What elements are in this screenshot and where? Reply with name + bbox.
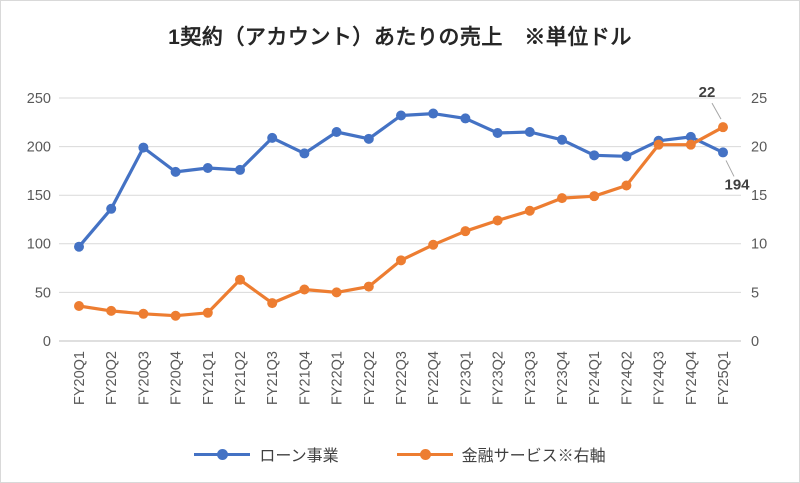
svg-text:5: 5: [751, 285, 759, 301]
svg-text:FY22Q2: FY22Q2: [362, 351, 378, 405]
svg-text:FY20Q4: FY20Q4: [169, 351, 185, 405]
svg-text:FY23Q2: FY23Q2: [491, 351, 507, 405]
svg-text:150: 150: [27, 188, 51, 204]
legend-marker-loan-business-icon: [194, 448, 251, 460]
legend-item-financial-services: 金融サービス※右軸: [396, 442, 606, 466]
legend-label-financial-services: 金融サービス※右軸: [461, 448, 606, 465]
legend-marker-financial-services-icon: [396, 448, 453, 460]
svg-text:100: 100: [27, 237, 51, 253]
legend-label-loan-business: ローン事業: [259, 448, 339, 465]
svg-text:FY21Q4: FY21Q4: [297, 351, 313, 405]
svg-text:194: 194: [724, 176, 750, 193]
svg-text:FY20Q2: FY20Q2: [104, 351, 120, 405]
legend-dot-financial-services: [419, 449, 431, 460]
svg-text:FY21Q1: FY21Q1: [201, 351, 217, 405]
svg-text:FY25Q1: FY25Q1: [716, 351, 732, 405]
svg-text:15: 15: [751, 188, 767, 204]
svg-text:20: 20: [751, 140, 767, 156]
svg-text:10: 10: [751, 237, 767, 253]
svg-text:FY24Q4: FY24Q4: [684, 351, 700, 405]
svg-text:200: 200: [27, 140, 51, 156]
svg-text:FY21Q3: FY21Q3: [265, 351, 281, 405]
chart-title: 1契約（アカウント）あたりの売上 ※単位ドル: [168, 26, 632, 49]
svg-text:FY24Q3: FY24Q3: [652, 351, 668, 405]
svg-text:0: 0: [43, 334, 51, 350]
svg-text:FY24Q2: FY24Q2: [619, 351, 635, 405]
svg-text:25: 25: [751, 91, 767, 107]
svg-text:FY20Q1: FY20Q1: [72, 351, 88, 405]
legend-item-loan-business: ローン事業: [194, 442, 339, 466]
legend-dot-loan-business: [217, 449, 229, 460]
svg-text:FY22Q4: FY22Q4: [426, 351, 442, 405]
legend: ローン事業 金融サービス※右軸: [1, 442, 799, 466]
svg-text:0: 0: [751, 334, 759, 350]
svg-text:FY23Q4: FY23Q4: [555, 351, 571, 405]
svg-text:250: 250: [27, 91, 51, 107]
svg-text:FY21Q2: FY21Q2: [233, 351, 249, 405]
svg-text:FY23Q3: FY23Q3: [523, 351, 539, 405]
svg-text:FY23Q1: FY23Q1: [458, 351, 474, 405]
svg-text:50: 50: [35, 285, 51, 301]
svg-text:FY20Q3: FY20Q3: [136, 351, 152, 405]
svg-text:FY24Q1: FY24Q1: [587, 351, 603, 405]
svg-text:FY22Q3: FY22Q3: [394, 351, 410, 405]
svg-text:FY22Q1: FY22Q1: [330, 351, 346, 405]
svg-text:22: 22: [699, 84, 716, 101]
